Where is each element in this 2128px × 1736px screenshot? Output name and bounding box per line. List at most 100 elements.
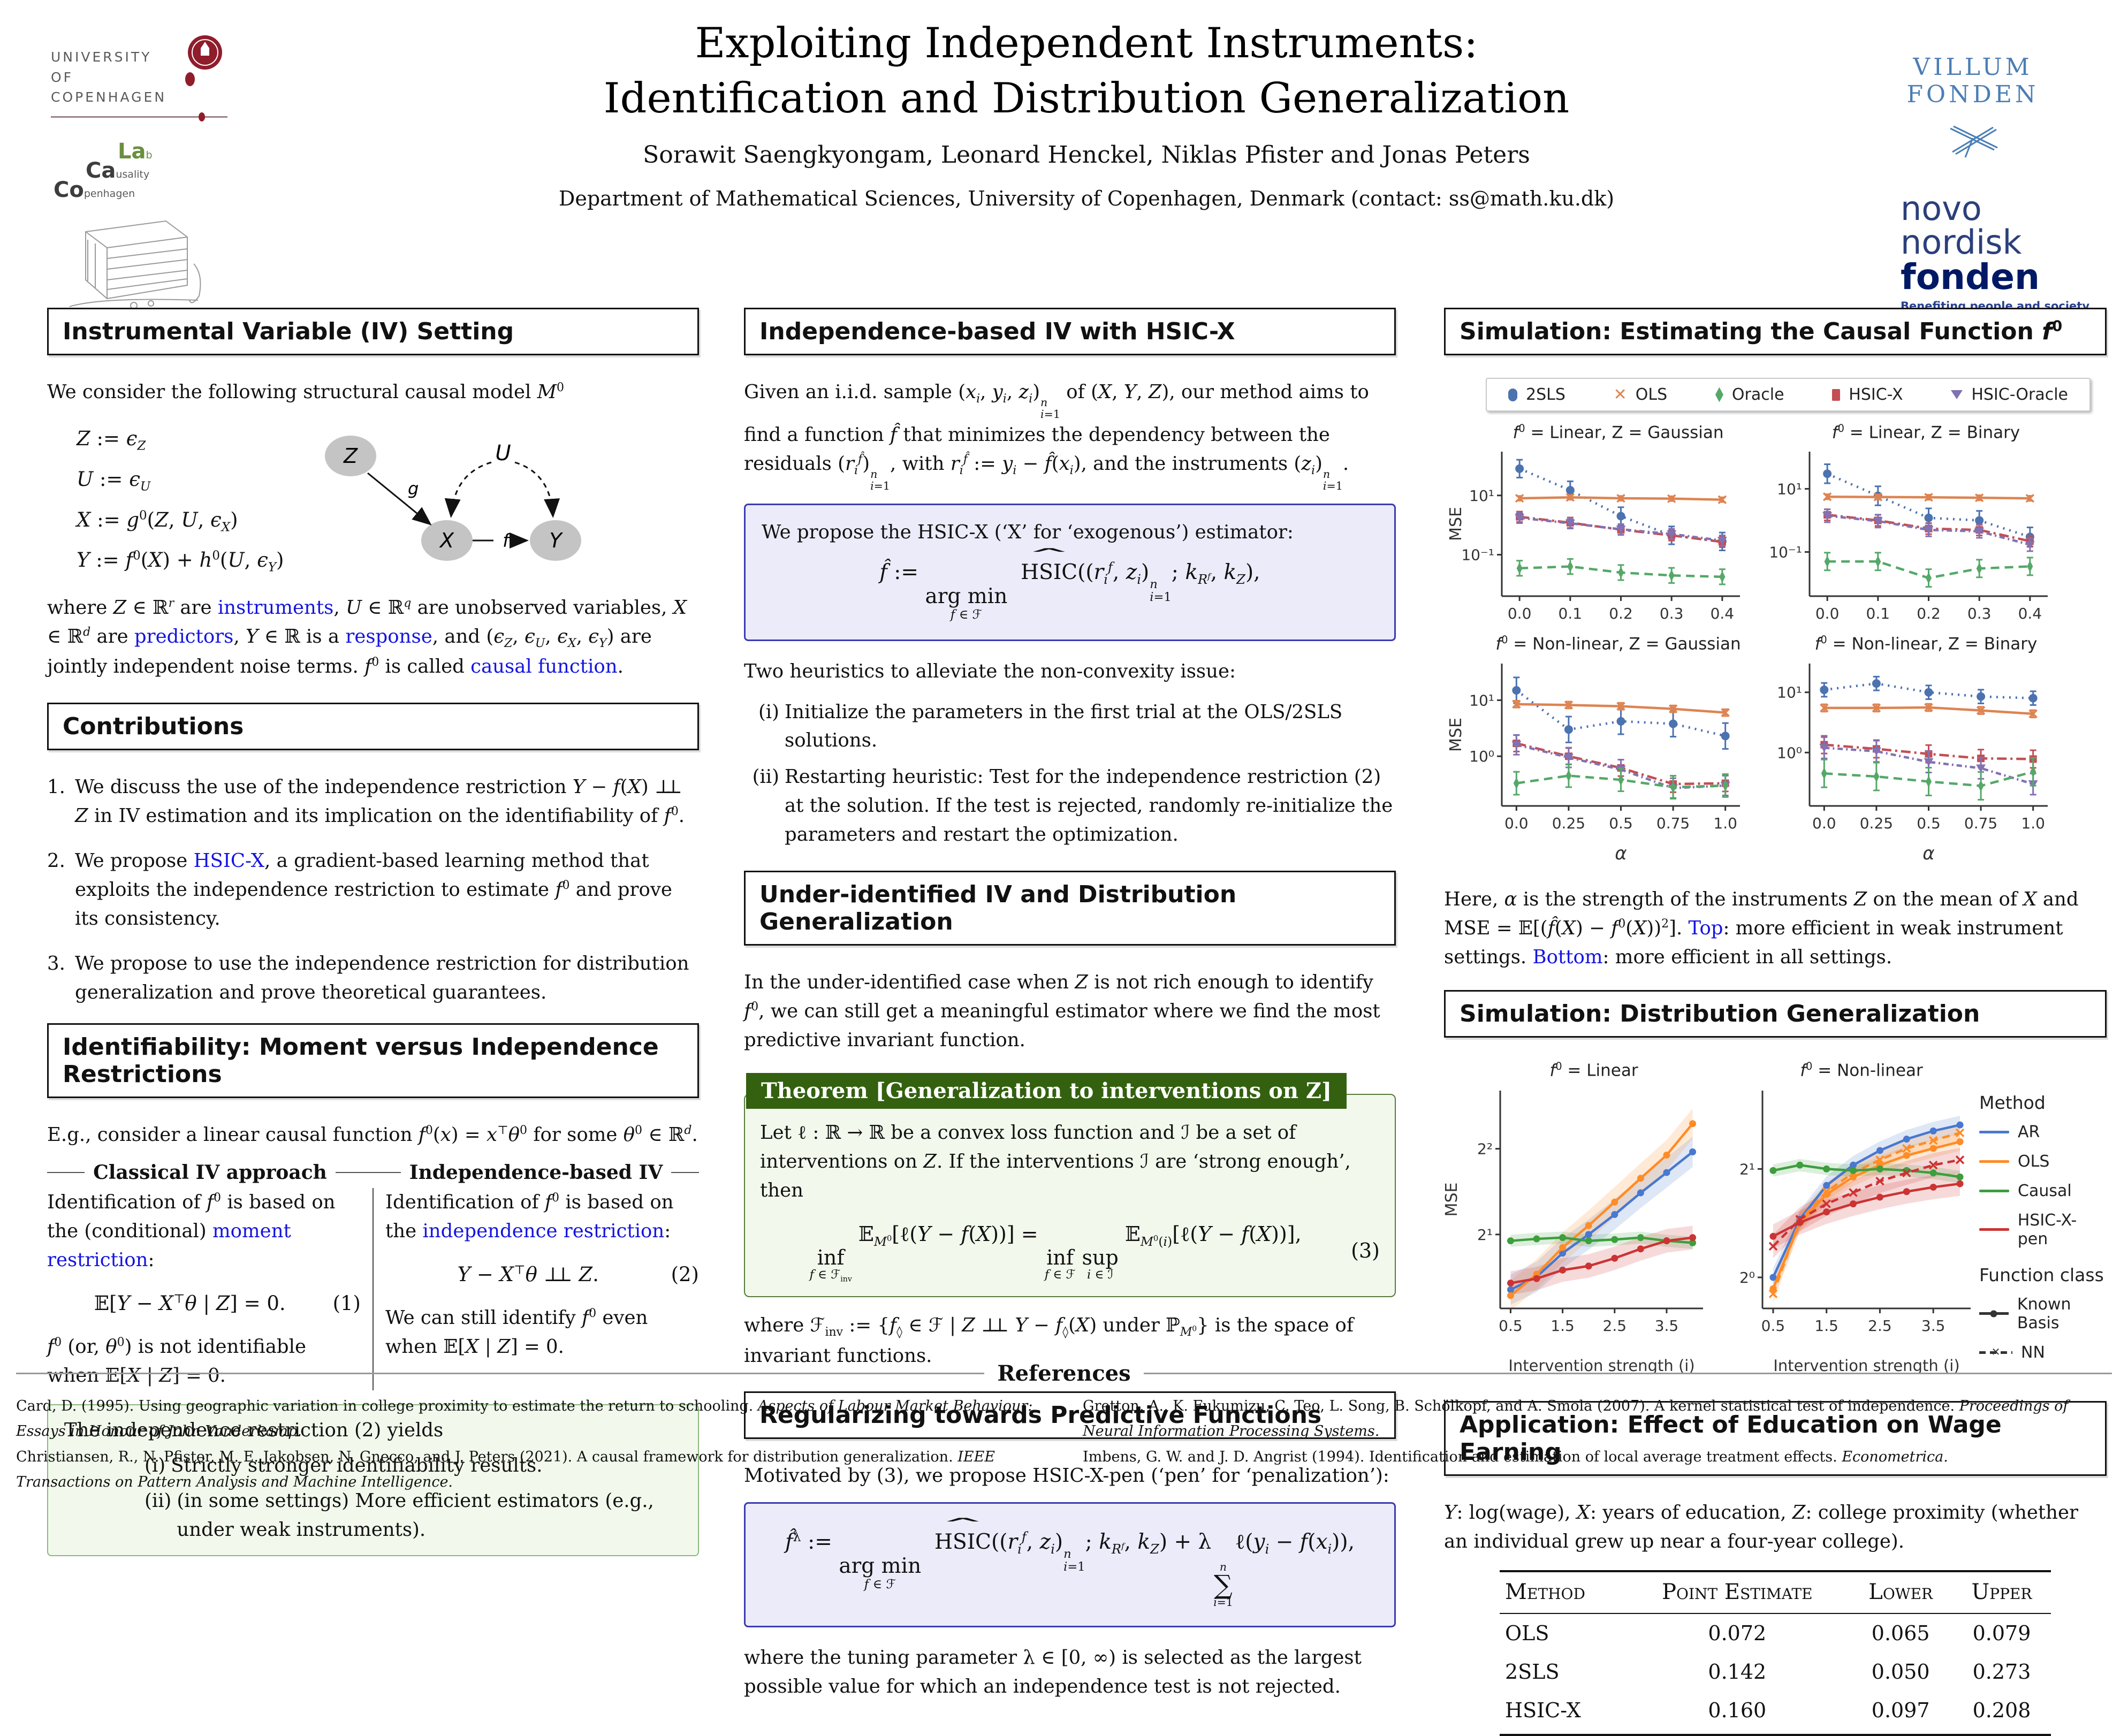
legend-causal-line	[1979, 1189, 2009, 1192]
contribution-1: We discuss the use of the independence r…	[75, 776, 685, 827]
svg-text:1.5: 1.5	[1551, 1317, 1575, 1335]
identifiability-intro: E.g., consider a linear causal function …	[47, 1124, 698, 1146]
hsicx-estimator-box: We propose the HSIC-X (‘X’ for ‘exogenou…	[744, 504, 1396, 641]
svg-text:10⁰: 10⁰	[1777, 744, 1802, 762]
svg-text:0.2: 0.2	[1917, 605, 1941, 622]
independence-restriction-eq: Y − X⊤θ ⊥⊥ Z.	[457, 1262, 599, 1286]
svg-text:0.5: 0.5	[1609, 814, 1633, 832]
ucph-logo: UNIVERSITY OF COPENHAGEN	[51, 32, 227, 121]
references-rule: References	[16, 1361, 2112, 1386]
svg-text:α: α	[1922, 843, 1934, 864]
contribution-2: We propose HSIC-X, a gradient-based lear…	[75, 850, 672, 930]
svg-text:0.0: 0.0	[1815, 605, 1840, 622]
section-title-hsicx: Independence-based IV with HSIC-X	[744, 308, 1396, 355]
legend-2sls-marker	[1508, 388, 1517, 401]
legend-oracle-marker	[1715, 387, 1723, 402]
svg-text:10¹: 10¹	[1469, 487, 1494, 505]
section-title-underid: Under-identified IV and Distribution Gen…	[744, 871, 1396, 946]
svg-text:10⁻¹: 10⁻¹	[1769, 544, 1802, 561]
svg-text:2.5: 2.5	[1603, 1317, 1627, 1335]
svg-text:3.5: 3.5	[1921, 1317, 1945, 1335]
classical-iv-header: Classical IV approach	[47, 1161, 374, 1184]
moment-restriction-eq: 𝔼[Y − X⊤θ | Z] = 0.	[94, 1291, 286, 1315]
svg-text:10⁻¹: 10⁻¹	[1461, 546, 1494, 564]
legend-hsicx-marker	[1832, 389, 1841, 401]
heuristic-1: (i) Initialize the parameters in the firs…	[758, 701, 1343, 752]
regularizing-intro: Motivated by (3), we propose HSIC-X-pen …	[744, 1465, 1389, 1487]
svg-text:0.5: 0.5	[1761, 1317, 1785, 1335]
theorem-body: Let ℓ : ℝ → ℝ be a convex loss function …	[744, 1094, 1396, 1297]
underid-intro: In the under-identified case when Z is n…	[744, 971, 1380, 1052]
poster-title-line1: Exploiting Independent Instruments:	[695, 19, 1478, 67]
reference-card-1995: Card, D. (1995). Using geographic variat…	[16, 1398, 1033, 1440]
svg-text:10¹: 10¹	[1777, 683, 1802, 701]
table-header-row: Method Point Estimate Lower Upper	[1500, 1571, 2051, 1614]
legend-hsic-oracle-marker	[1951, 390, 1963, 399]
authors: Sorawit Saengkyongam, Leonard Henckel, N…	[643, 141, 1530, 169]
svg-text:0.75: 0.75	[1964, 814, 1997, 832]
legend-known-basis-marker	[1979, 1312, 2009, 1315]
reference-imbens-1994: Imbens, G. W. and J. D. Angrist (1994). …	[1083, 1448, 1948, 1465]
cocalab-logo: Lab Causality Copenhagen	[54, 141, 230, 319]
distgen-panel-linear: f0 = Linear 0.5 1.5 2.5 3.5 2¹ 2² Intervention…	[1442, 1060, 1712, 1383]
section-title-regularizing: Regularizing towards Predictive Function…	[744, 1391, 1396, 1440]
distgen-panel-nonlinear: f0 = Non-linear 0.5 1.5 2.5 3.5 2⁰ 2¹ Interven…	[1712, 1060, 1979, 1383]
villum-mark-icon	[1941, 122, 2005, 159]
svg-text:0.0: 0.0	[1812, 814, 1836, 832]
svg-text:0.4: 0.4	[1711, 605, 1735, 622]
novo-nordisk-fonden-logo: novo nordisk fonden Benefiting people an…	[1850, 192, 2096, 312]
application-desc: Y: log(wage), X: years of education, Z: …	[1444, 1501, 2078, 1552]
heuristics-lead: Two heuristics to alleviate the non-conv…	[744, 660, 1236, 682]
application-results-table: Method Point Estimate Lower Upper OLS 0.…	[1500, 1570, 2051, 1736]
sim-panel-linear-gaussian: f0 = Linear, Z = Gaussian 0.0 0.1 0.2 0.3 0.…	[1447, 422, 1756, 634]
sim-causal-legend: 2SLS ✕ OLS Oracle HSIC-X HSIC-Oracle	[1486, 378, 2091, 412]
svg-text:Y: Y	[550, 529, 564, 552]
svg-text:g: g	[408, 478, 419, 499]
sim-panel-nonlinear-gaussian: f0 = Non-linear, Z = Gaussian 0.0 0.25 0.5…	[1447, 634, 1756, 871]
svg-text:MSE: MSE	[1448, 507, 1465, 541]
heuristic-2: (ii) Restarting heuristic: Test for the i…	[752, 766, 1393, 846]
scm-equations: Z := ϵZ U := ϵU X := g0(Z, U, ϵX) Y := f…	[77, 427, 284, 575]
svg-text:0.75: 0.75	[1656, 814, 1690, 832]
theorem-formula: inf f ∈ ℱinv 𝔼M0[ℓ(Y − f(X))] = inf f ∈ ℱ …	[809, 1222, 1302, 1284]
references: References Card, D. (1995). Using geogra…	[0, 1361, 2128, 1503]
svg-text:2.5: 2.5	[1868, 1317, 1892, 1335]
svg-text:2⁰: 2⁰	[1739, 1269, 1755, 1286]
iv-intro: We consider the following structural cau…	[47, 381, 564, 403]
svg-text:3.5: 3.5	[1655, 1317, 1679, 1335]
independence-iv-header: Independence-based IV	[373, 1161, 700, 1184]
scm-diagram: Z X Y U g f	[294, 418, 699, 584]
contributions-list: 1. We discuss the use of the independence…	[47, 773, 699, 1007]
svg-text:10⁰: 10⁰	[1469, 748, 1494, 765]
iv-where: where Z ∈ ℝr are instruments, U ∈ ℝq are…	[47, 596, 687, 678]
svg-text:MSE: MSE	[1448, 718, 1465, 752]
svg-text:0.3: 0.3	[1967, 605, 1992, 622]
svg-text:0.0: 0.0	[1508, 605, 1532, 622]
legend-ar-line	[1979, 1130, 2009, 1133]
reference-christiansen-2021: Christiansen, R., N. Pfister, M. E. Jako…	[16, 1448, 995, 1490]
svg-text:MSE: MSE	[1444, 1182, 1461, 1216]
svg-text:0.2: 0.2	[1609, 605, 1633, 622]
cocalab-ca: Ca	[86, 158, 116, 183]
legend-nn-marker	[1979, 1351, 2012, 1354]
legend-ols-line	[1979, 1160, 2009, 1163]
svg-text:0.25: 0.25	[1552, 814, 1585, 832]
villum-fonden-logo: VILLUM FONDEN	[1906, 54, 2039, 108]
section-title-identifiability: Identifiability: Moment versus Independe…	[47, 1023, 699, 1099]
svg-text:10¹: 10¹	[1469, 691, 1494, 709]
section-title-sim-distgen: Simulation: Distribution Generalization	[1444, 989, 2107, 1038]
svg-text:1.5: 1.5	[1814, 1317, 1838, 1335]
theorem-header: Theorem [Generalization to interventions…	[746, 1073, 1347, 1109]
affiliation: Department of Mathematical Sciences, Uni…	[558, 186, 1615, 210]
hsicx-intro: Given an i.i.d. sample (xi, yi, zi) n i=1 …	[744, 381, 1369, 492]
svg-text:0.0: 0.0	[1504, 814, 1529, 832]
cocalab-co: Co	[54, 178, 84, 202]
sim-causal-figure: 2SLS ✕ OLS Oracle HSIC-X HSIC-Oracle f0 =…	[1447, 378, 2107, 871]
svg-text:10¹: 10¹	[1777, 481, 1802, 498]
svg-text:X: X	[439, 529, 454, 552]
svg-text:0.1: 0.1	[1866, 605, 1890, 622]
ucph-name: UNIVERSITY OF COPENHAGEN	[51, 49, 167, 105]
